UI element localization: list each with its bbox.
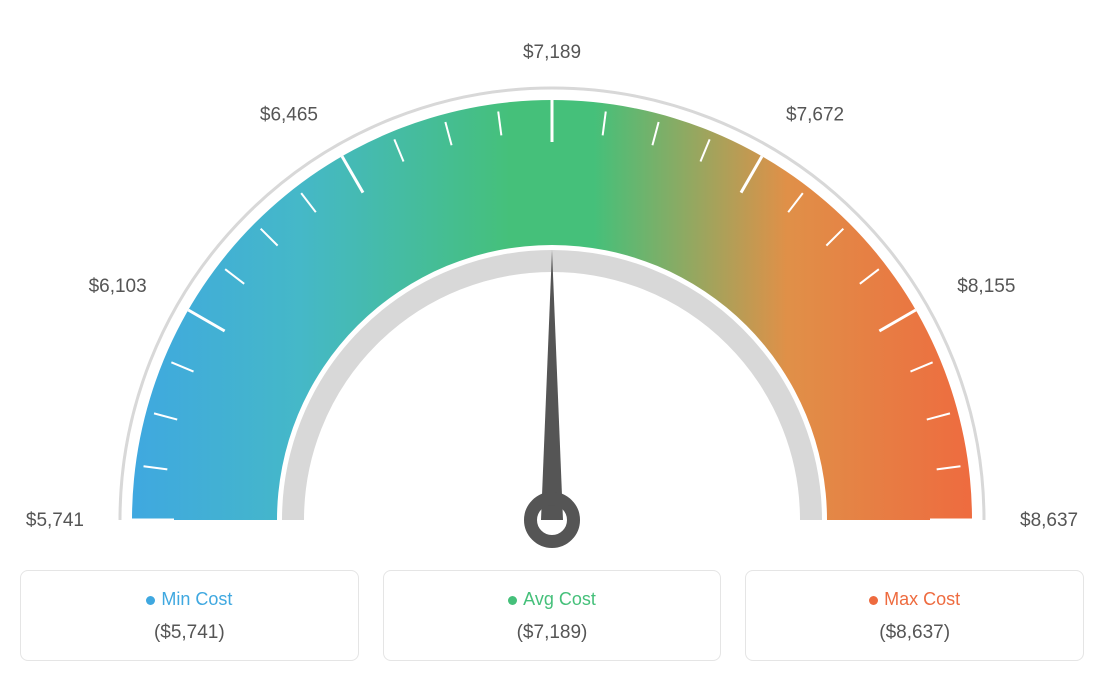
dot-icon xyxy=(508,596,517,605)
legend-title-text: Avg Cost xyxy=(523,589,596,609)
legend-value-max: ($8,637) xyxy=(756,622,1073,644)
legend-title-max: Max Cost xyxy=(756,589,1073,610)
tick-label: $6,103 xyxy=(89,276,147,297)
tick-label: $8,155 xyxy=(957,276,1015,297)
legend-card-max: Max Cost ($8,637) xyxy=(745,570,1084,661)
tick-label: $8,637 xyxy=(1020,510,1078,531)
legend-title-avg: Avg Cost xyxy=(394,589,711,610)
dot-icon xyxy=(146,596,155,605)
tick-label: $7,672 xyxy=(786,105,844,126)
legend-row: Min Cost ($5,741) Avg Cost ($7,189) Max … xyxy=(20,570,1084,661)
legend-value-min: ($5,741) xyxy=(31,622,348,644)
dot-icon xyxy=(869,596,878,605)
tick-label: $6,465 xyxy=(260,105,318,126)
legend-value-avg: ($7,189) xyxy=(394,622,711,644)
tick-label: $5,741 xyxy=(26,510,84,531)
legend-card-avg: Avg Cost ($7,189) xyxy=(383,570,722,661)
gauge-svg: $5,741 $6,103 $6,465 $7,189 $7,672 $8,155 $8,6… xyxy=(20,20,1084,550)
legend-title-min: Min Cost xyxy=(31,589,348,610)
legend-title-text: Min Cost xyxy=(161,589,232,609)
cost-gauge-chart: $5,741 $6,103 $6,465 $7,189 $7,672 $8,155 $8,6… xyxy=(20,20,1084,550)
gauge-needle xyxy=(541,250,563,520)
tick-label: $7,189 xyxy=(523,42,581,63)
legend-card-min: Min Cost ($5,741) xyxy=(20,570,359,661)
legend-title-text: Max Cost xyxy=(884,589,960,609)
